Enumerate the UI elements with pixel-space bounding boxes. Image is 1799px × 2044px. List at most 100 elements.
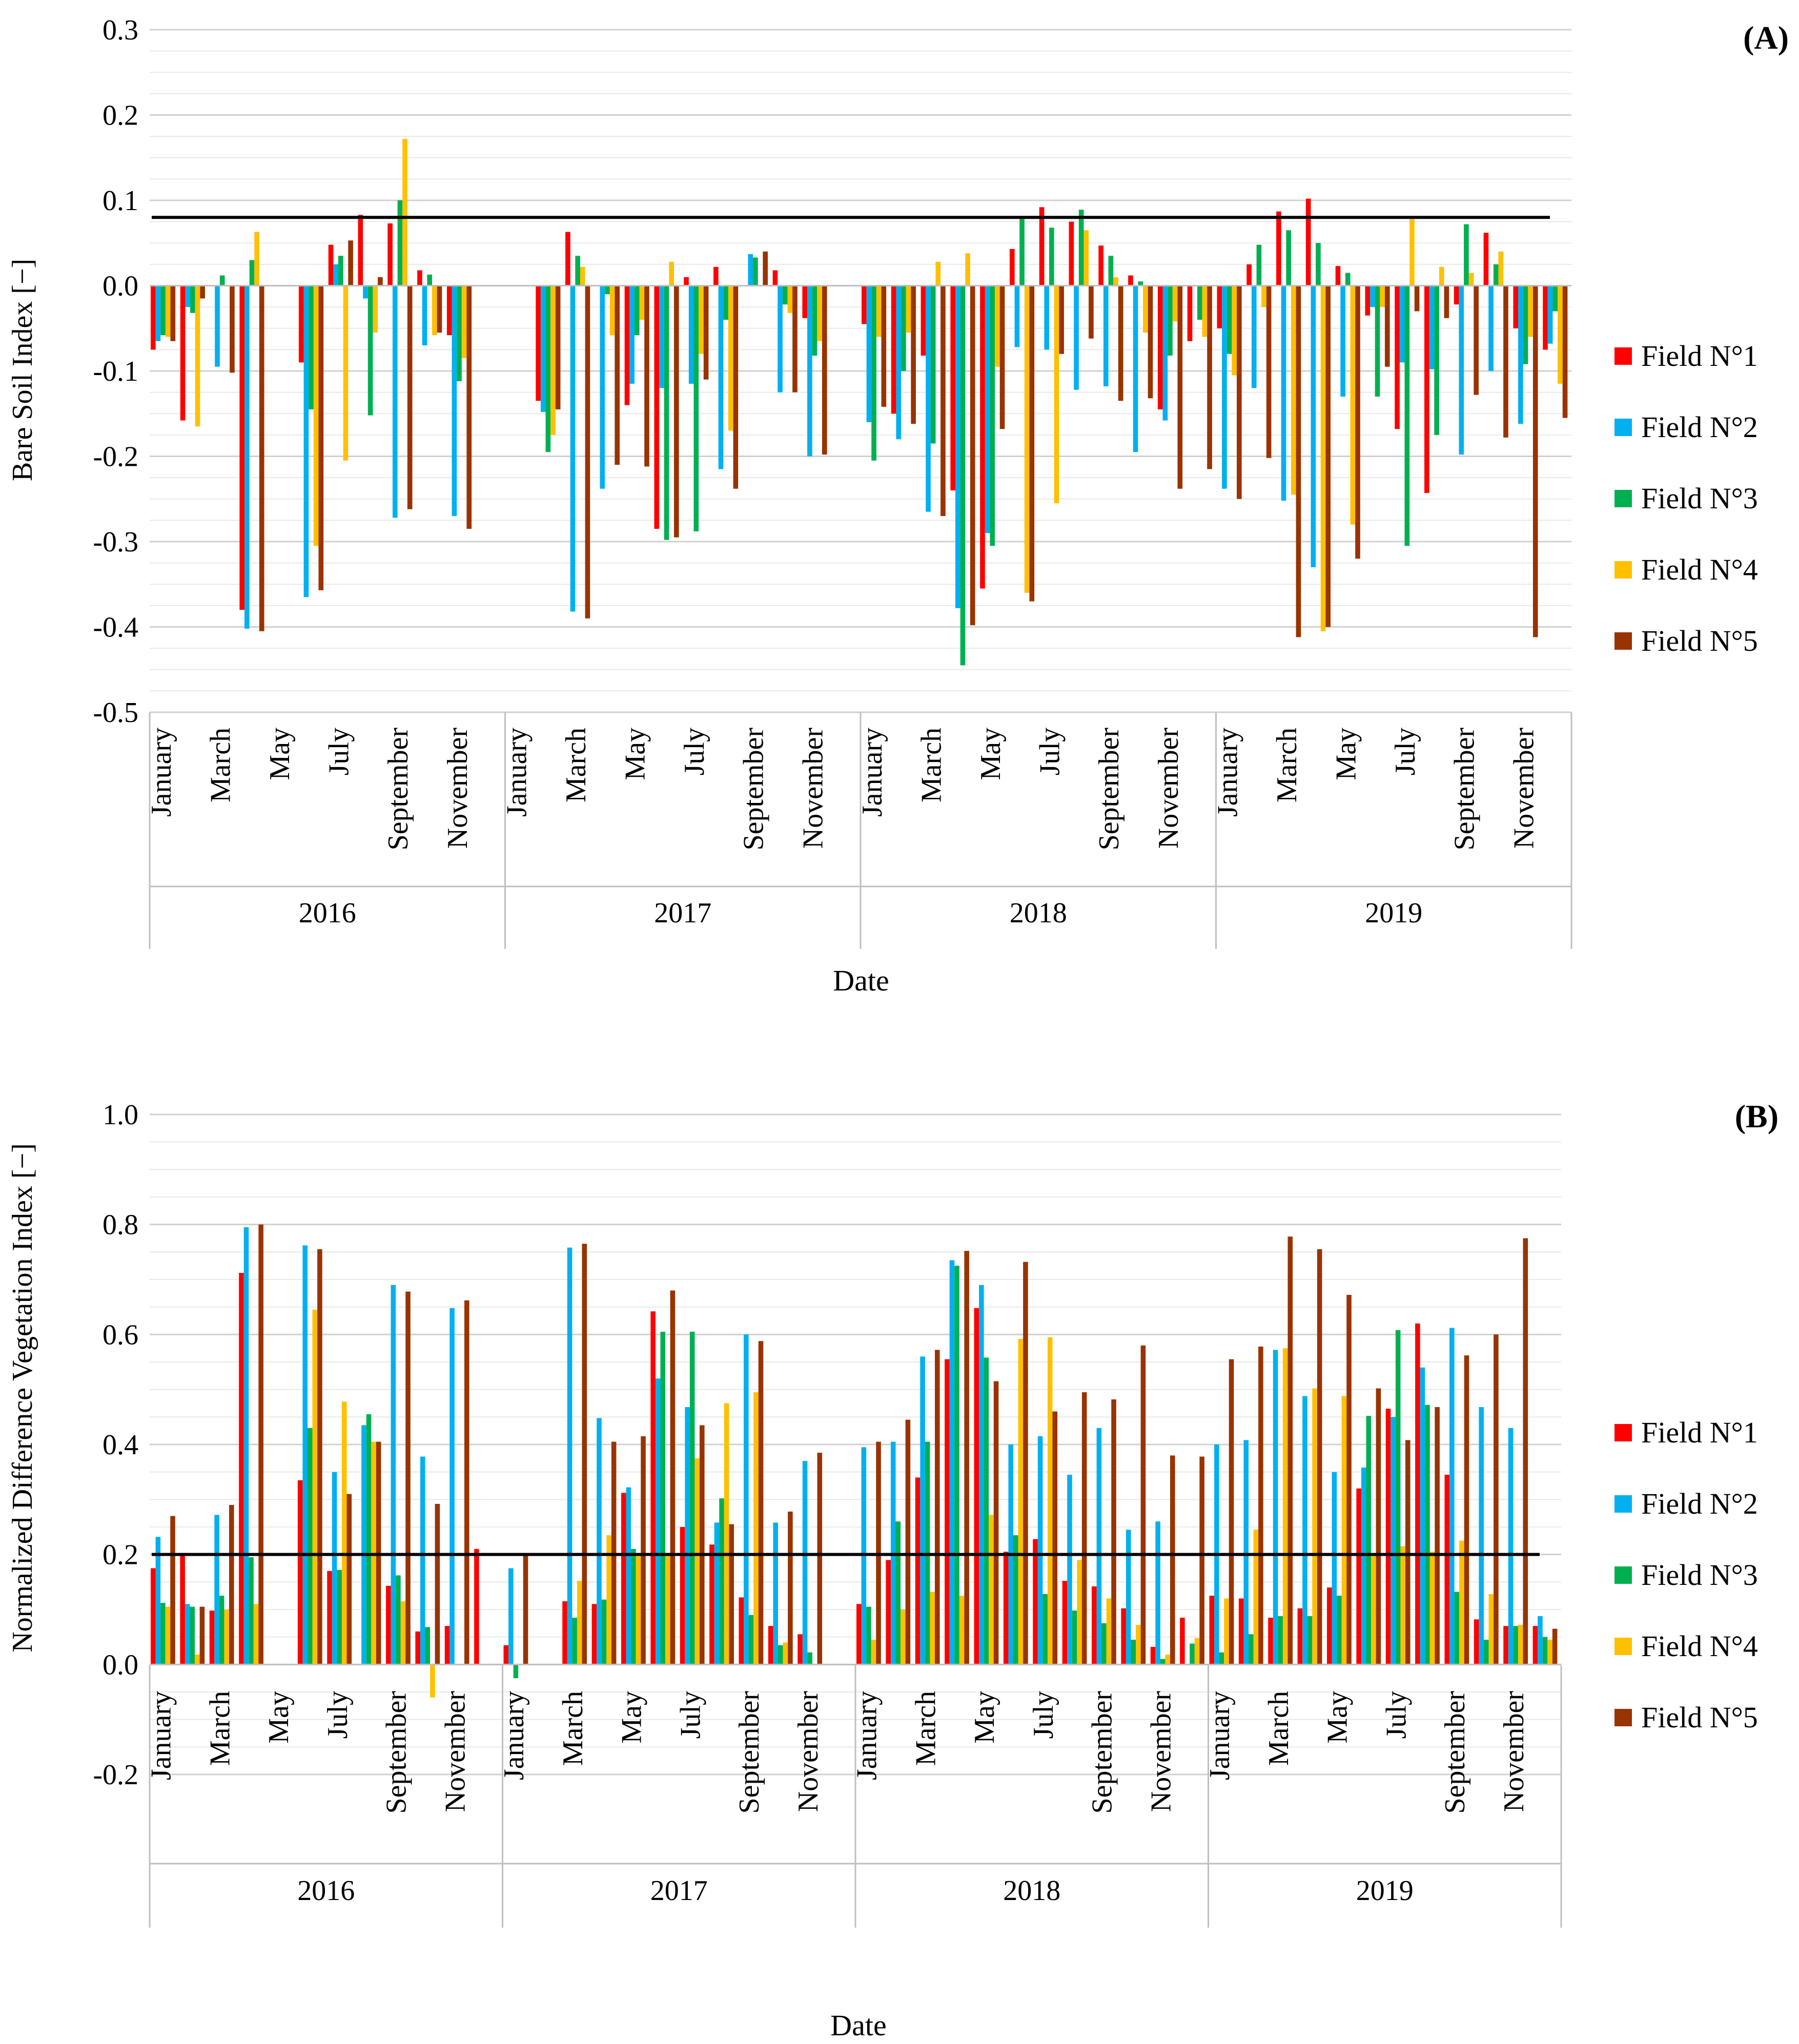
bar [1217, 285, 1222, 328]
bar [513, 1664, 519, 1679]
bar [422, 285, 427, 346]
bar [1033, 1539, 1038, 1665]
bar [1069, 221, 1074, 286]
bar [955, 285, 960, 608]
bar [950, 285, 956, 491]
bar [367, 285, 373, 416]
month-tick-label: September [382, 728, 414, 851]
month-tick-label: November [1145, 1691, 1177, 1812]
panel-a-legend: Field N°1 Field N°2 Field N°3 Field N°4 … [1614, 339, 1758, 657]
bar [1003, 1552, 1009, 1665]
month-tick-label: May [1322, 1691, 1354, 1744]
legend-a-label-4: Field N°4 [1641, 553, 1758, 586]
bar [1345, 273, 1351, 286]
bar [1106, 1598, 1112, 1665]
legend-a-swatch-4 [1614, 561, 1632, 579]
bar [160, 285, 166, 336]
bar [461, 285, 467, 359]
month-tick-label: September [381, 1691, 413, 1814]
month-tick-label: September [1439, 1691, 1471, 1814]
month-tick-label: March [1263, 1691, 1295, 1766]
bar [190, 1606, 195, 1665]
bar [332, 1472, 337, 1665]
bar [1312, 1388, 1317, 1665]
bar [199, 1606, 205, 1665]
bar [709, 1544, 714, 1665]
bar [1197, 285, 1202, 320]
y-tick-label: 0.0 [103, 271, 138, 302]
month-tick-label: July [1389, 728, 1421, 775]
bar [1121, 1608, 1126, 1665]
y-tick-label: -0.2 [93, 441, 138, 473]
legend-b-swatch-5 [1614, 1709, 1632, 1726]
legend-b-swatch-3 [1614, 1566, 1632, 1584]
bar [655, 1378, 661, 1665]
bar [812, 285, 817, 356]
bar [1543, 285, 1548, 350]
bar [464, 1300, 469, 1665]
bar [1538, 1616, 1543, 1665]
bar [601, 1599, 607, 1665]
bar [313, 285, 319, 546]
bar [1155, 1521, 1160, 1665]
bar [415, 1631, 420, 1665]
month-tick-label: January [498, 1691, 530, 1780]
bar [891, 285, 896, 414]
bar [1039, 207, 1045, 286]
bar [817, 1453, 823, 1665]
bar [1243, 1440, 1249, 1665]
bar [545, 285, 551, 452]
bar [378, 277, 383, 286]
bar [1268, 1618, 1273, 1665]
bar [219, 275, 225, 286]
bar [748, 1615, 754, 1665]
bar [170, 1516, 175, 1665]
bar [699, 285, 704, 354]
bar [644, 285, 649, 467]
bar [555, 285, 561, 409]
bar [1118, 285, 1123, 401]
bar [1266, 285, 1272, 458]
bar [1474, 1619, 1479, 1665]
bar [1162, 285, 1168, 421]
bar [333, 264, 339, 286]
year-label: 2017 [654, 897, 711, 929]
bar [253, 1604, 259, 1665]
y-tick-label: 0.2 [103, 1539, 138, 1571]
year-label: 2019 [1365, 897, 1422, 929]
bar [1261, 285, 1266, 307]
bar [430, 1664, 435, 1698]
legend-b-label-3: Field N°3 [1641, 1558, 1758, 1592]
bar [1484, 1640, 1489, 1665]
bar [214, 1515, 219, 1665]
bar [1297, 1608, 1303, 1665]
bar [1523, 285, 1528, 364]
bar [895, 1521, 901, 1665]
bar [1291, 285, 1296, 495]
bar [1103, 285, 1109, 386]
bar [466, 285, 472, 529]
legend-b-label-2: Field N°2 [1641, 1487, 1758, 1520]
bar [660, 1331, 666, 1665]
bar [694, 1458, 700, 1665]
bar [1029, 285, 1035, 602]
bar [606, 1535, 611, 1665]
bar [634, 285, 640, 336]
bar [565, 232, 570, 286]
bar [540, 285, 546, 412]
bar [673, 285, 679, 538]
month-tick-label: January [1204, 1691, 1236, 1780]
bar [1172, 285, 1178, 322]
panel-b-ylabel: Normalized Difference Vegetation Index [… [7, 1143, 38, 1653]
bar [1276, 211, 1281, 286]
bar [1494, 1334, 1499, 1665]
bar [244, 285, 250, 629]
bar [1528, 285, 1533, 337]
year-label: 2019 [1356, 1875, 1414, 1907]
bar [1439, 266, 1444, 286]
bar [1518, 1625, 1523, 1665]
bar [444, 1626, 450, 1665]
y-tick-label: 0.2 [103, 100, 138, 132]
bar [896, 285, 902, 440]
bar [572, 1618, 577, 1665]
